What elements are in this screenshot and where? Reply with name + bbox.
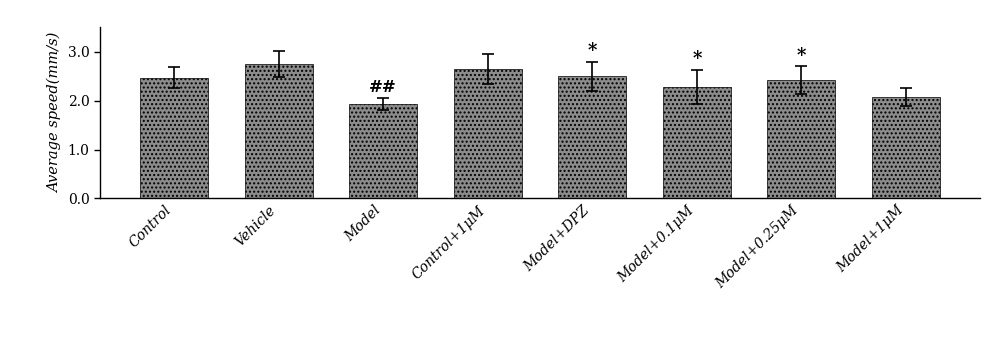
Bar [558, 76, 626, 198]
Bar [245, 64, 313, 198]
Bar [663, 87, 731, 198]
Text: *: * [588, 42, 597, 60]
Y-axis label: Average speed(mm/s): Average speed(mm/s) [48, 33, 62, 193]
Bar [349, 104, 417, 198]
Bar [454, 69, 522, 198]
Bar [767, 80, 835, 198]
Text: ##: ## [369, 79, 397, 96]
Text: *: * [797, 47, 806, 65]
Bar [140, 78, 208, 198]
Text: *: * [692, 50, 702, 68]
Bar [872, 97, 940, 198]
